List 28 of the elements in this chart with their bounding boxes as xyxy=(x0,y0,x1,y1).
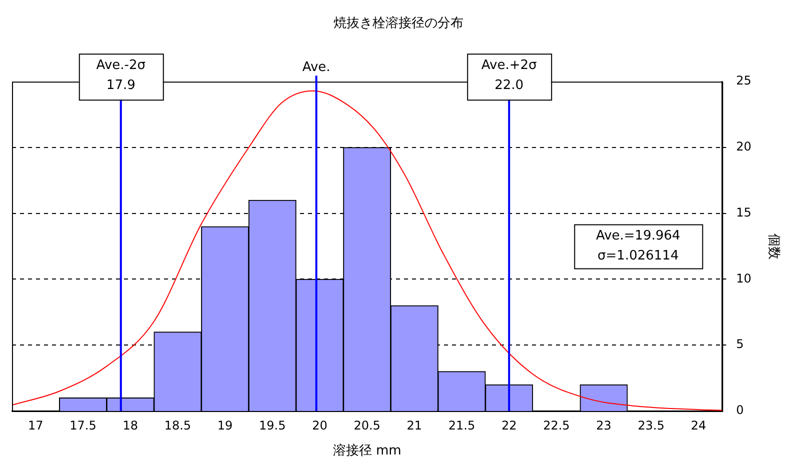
x-tick-label: 22.5 xyxy=(543,418,570,432)
x-tick-label: 22 xyxy=(501,418,517,432)
y-tick-label: 5 xyxy=(736,337,744,352)
x-tick-label: 19 xyxy=(217,418,233,432)
y-tick-label: 10 xyxy=(736,271,752,286)
x-tick-label: 17 xyxy=(28,418,44,432)
y-tick-label: 0 xyxy=(736,403,744,418)
x-tick-label: 19.5 xyxy=(259,418,286,432)
y-tick-label: 15 xyxy=(736,205,752,220)
x-tick-label: 17.5 xyxy=(70,418,96,432)
chart-title: 焼抜き栓溶接径の分布 xyxy=(334,15,464,32)
x-tick-label: 23 xyxy=(596,418,612,432)
y-axis-title: 個数 xyxy=(766,233,781,260)
x-tick-label: 20.5 xyxy=(354,418,380,432)
y-tick-label: 20 xyxy=(736,140,752,154)
x-tick-label: 24 xyxy=(690,418,706,432)
ref-line-label: Ave.-2σ 17.9 xyxy=(96,58,146,93)
x-tick-label: 21 xyxy=(406,418,422,432)
x-axis-title: 溶接径 mm xyxy=(332,442,402,459)
annotation: Ave.=19.964 σ=1.026114 xyxy=(596,228,680,264)
y-tick-label: 25 xyxy=(736,74,752,88)
ref-line-label: Ave. xyxy=(302,60,330,75)
x-tick-label: 18 xyxy=(122,418,138,432)
x-tick-label: 23.5 xyxy=(638,418,664,432)
x-tick-label: 21.5 xyxy=(448,418,476,432)
x-tick-label: 18.5 xyxy=(164,418,192,432)
x-tick-label: 20 xyxy=(312,418,328,432)
ref-line-label: Ave.+2σ 22.0 xyxy=(481,58,537,93)
